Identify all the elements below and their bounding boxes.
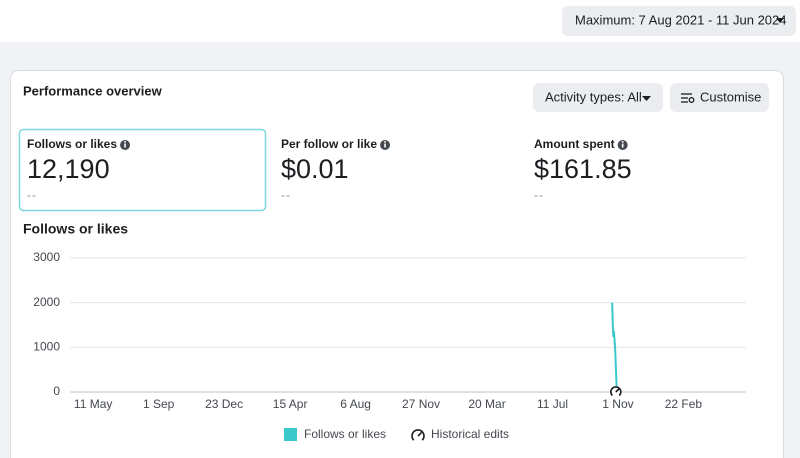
customise-icon (681, 93, 695, 103)
legend-label: Follows or likes (304, 427, 386, 441)
historical-edit-needle (615, 388, 620, 393)
x-tick-label: 22 Feb (665, 397, 703, 411)
info-icon-dot (621, 141, 624, 143)
info-icon-dot (384, 141, 386, 143)
historical-edit-icon (610, 386, 622, 397)
x-tick-label: 23 Dec (205, 397, 243, 411)
metric-label: Follows or likes (27, 137, 117, 151)
x-tick-label: 11 May (74, 397, 112, 411)
x-tick-label: 11 Jul (537, 397, 568, 411)
caret (776, 18, 784, 23)
metric-label: Per follow or like (281, 137, 377, 151)
x-tick-label: 27 Nov (402, 397, 440, 411)
metric-value: $0.01 (281, 154, 349, 184)
caret (642, 96, 651, 101)
historical-edit-icon (411, 429, 425, 441)
y-tick-label: 3000 (33, 250, 60, 264)
x-tick-label: 1 Nov (602, 397, 633, 411)
customise-label[interactable]: Customise (700, 89, 761, 104)
legend-label: Historical edits (431, 427, 509, 441)
selected-metric-outline (18, 128, 267, 212)
customise-button[interactable] (670, 83, 769, 112)
date-range-label[interactable]: Maximum: 7 Aug 2021 - 11 Jun 2024 (575, 12, 787, 27)
metrics: Follows or likes 12,190 -- Per follow or li… (27, 137, 632, 202)
x-tick-label: 6 Aug (340, 397, 371, 411)
info-icon-dot (124, 141, 126, 143)
card (10, 70, 784, 458)
x-tick-label: 15 Apr (273, 397, 308, 411)
metric-change: -- (534, 188, 544, 202)
chart: 0 1000 2000 3000 11 May 1 Sep 23 Dec 15 Apr 6 Au… (33, 250, 746, 441)
x-tick-label: 20 Mar (468, 397, 505, 411)
activity-filter-button[interactable] (533, 83, 663, 112)
info-icon-mark (124, 143, 126, 148)
legend-swatch (284, 428, 297, 441)
metric-value: 12,190 (27, 154, 110, 184)
data-line (611, 302, 618, 393)
chart-title: Follows or likes (23, 221, 128, 237)
x-tick-label: 1 Sep (143, 397, 175, 411)
y-tick-label: 0 (53, 384, 60, 398)
info-icon-mark (384, 143, 386, 148)
historical-edit-needle (417, 431, 423, 437)
y-tick-label: 1000 (33, 340, 60, 354)
y-tick-label: 2000 (33, 295, 60, 309)
metric-label: Amount spent (534, 137, 615, 151)
card-title: Performance overview (23, 83, 163, 98)
info-icon-mark (621, 143, 624, 148)
metric-change: -- (27, 188, 37, 202)
activity-filter-label[interactable]: Activity types: All (545, 89, 642, 104)
date-range-button[interactable] (562, 6, 796, 36)
metric-value: $161.85 (534, 154, 632, 184)
metric-change: -- (281, 188, 291, 202)
